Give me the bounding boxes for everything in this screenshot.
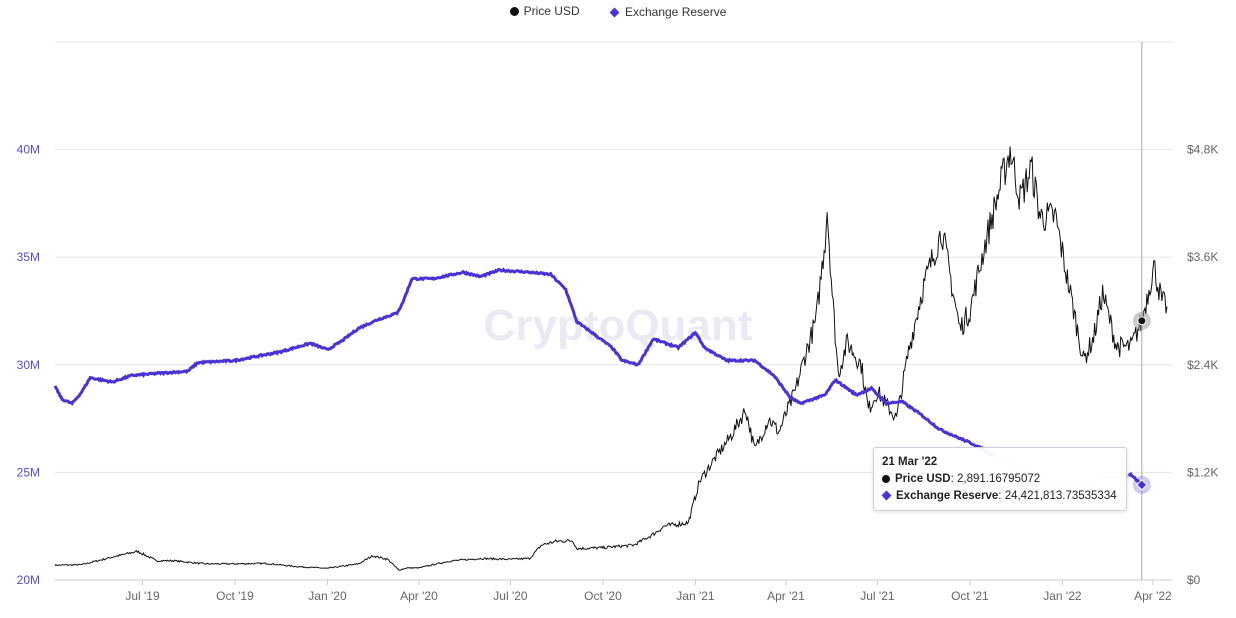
x-tick-label: Oct '20 <box>584 589 622 603</box>
x-tick-label: Jul '21 <box>860 589 895 603</box>
x-tick-label: Apr '21 <box>767 589 805 603</box>
circle-icon <box>509 6 519 16</box>
x-tick-label: Jan '21 <box>676 589 715 603</box>
legend-label-reserve: Exchange Reserve <box>624 5 727 19</box>
tooltip: 21 Mar '22 Price USD : 2,891.16795072 Ex… <box>873 447 1127 511</box>
circle-icon <box>882 474 890 483</box>
tooltip-date: 21 Mar '22 <box>882 456 938 468</box>
tooltip-reserve-label: Exchange Reserve <box>896 489 999 502</box>
x-tick-label: Oct '19 <box>216 589 254 603</box>
gridlines <box>55 41 1172 581</box>
hover-markers <box>1132 311 1151 494</box>
x-tick-label: Apr '22 <box>1134 589 1172 603</box>
x-tick-label: Oct '21 <box>951 589 989 603</box>
x-tick-label: Jan '22 <box>1043 589 1082 603</box>
diamond-icon <box>609 7 620 17</box>
right-axis: $0 $1.2K $2.4K $3.6K $4.8K <box>1187 143 1218 587</box>
tooltip-price-label: Price USD <box>895 472 951 485</box>
legend-item-reserve[interactable]: Exchange Reserve <box>609 5 727 19</box>
tooltip-separator: : <box>950 472 957 485</box>
right-tick-label: $0 <box>1187 573 1201 587</box>
left-tick-label: 20M <box>17 573 40 587</box>
series-line-price <box>54 146 1168 571</box>
left-tick-label: 25M <box>17 465 40 479</box>
watermark: CryptoQuant <box>484 301 753 350</box>
x-axis: Jul '19 Oct '19 Jan '20 Apr '20 Jul '20 Oct '… <box>125 580 1172 603</box>
diamond-icon <box>881 490 892 501</box>
x-tick-label: Jul '19 <box>125 589 160 603</box>
price-marker <box>1137 316 1147 326</box>
left-tick-label: 35M <box>17 250 40 264</box>
x-tick-label: Jan '20 <box>308 589 347 603</box>
left-axis: 20M 25M 30M 35M 40M <box>17 143 40 587</box>
left-tick-label: 30M <box>17 358 40 372</box>
tooltip-price-row: Price USD : 2,891.16795072 <box>882 470 1118 487</box>
tooltip-reserve-row: Exchange Reserve : 24,421,813.73535334 <box>881 487 1118 504</box>
tooltip-price-value: 2,891.16795072 <box>957 472 1041 485</box>
legend-item-price[interactable]: Price USD <box>509 4 580 18</box>
right-tick-label: $2.4K <box>1187 358 1218 372</box>
left-tick-label: 40M <box>17 143 40 157</box>
x-tick-label: Jul '20 <box>493 589 528 603</box>
tooltip-separator: : <box>998 489 1005 502</box>
right-tick-label: $4.8K <box>1187 143 1218 157</box>
tooltip-reserve-value: 24,421,813.73535334 <box>1004 489 1117 502</box>
legend-label-price: Price USD <box>523 4 580 18</box>
x-tick-label: Apr '20 <box>400 589 438 603</box>
legend: Price USD Exchange Reserve <box>0 4 1236 22</box>
series-line-reserve <box>53 267 996 458</box>
reserve-marker <box>1136 479 1148 491</box>
right-tick-label: $3.6K <box>1187 250 1218 264</box>
right-tick-label: $1.2K <box>1187 465 1218 479</box>
